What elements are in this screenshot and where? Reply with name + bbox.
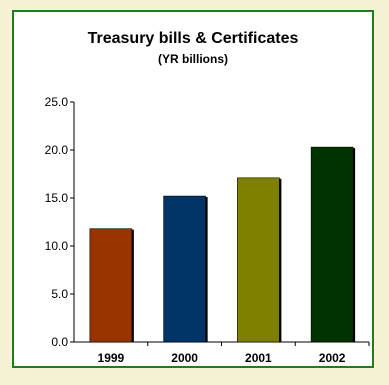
bar <box>89 228 133 343</box>
bar <box>163 195 206 343</box>
chart-subtitle: (YR billions) <box>158 52 228 66</box>
y-tick-label: 15.0 <box>45 191 69 205</box>
y-tick-label: 25.0 <box>45 95 69 109</box>
bar-chart: 0.0 5.0 10.0 15.0 20.0 25.0 1999 2000 2001 2002 <box>45 95 370 365</box>
bar <box>237 177 280 343</box>
y-tick-label: 5.0 <box>51 287 68 301</box>
chart-title: Treasury bills & Certificates <box>87 30 299 47</box>
y-tick-label: 10.0 <box>45 239 69 253</box>
chart-frame: Treasury bills & Certificates (YR billio… <box>12 10 374 368</box>
y-tick-label: 0.0 <box>51 335 68 349</box>
x-tick-label: 2002 <box>319 351 346 365</box>
x-tick-label: 2001 <box>245 351 272 365</box>
x-tick-label: 1999 <box>98 351 125 365</box>
x-tick-label: 2000 <box>171 351 198 365</box>
y-tick-label: 20.0 <box>45 143 69 157</box>
bar <box>310 146 354 343</box>
